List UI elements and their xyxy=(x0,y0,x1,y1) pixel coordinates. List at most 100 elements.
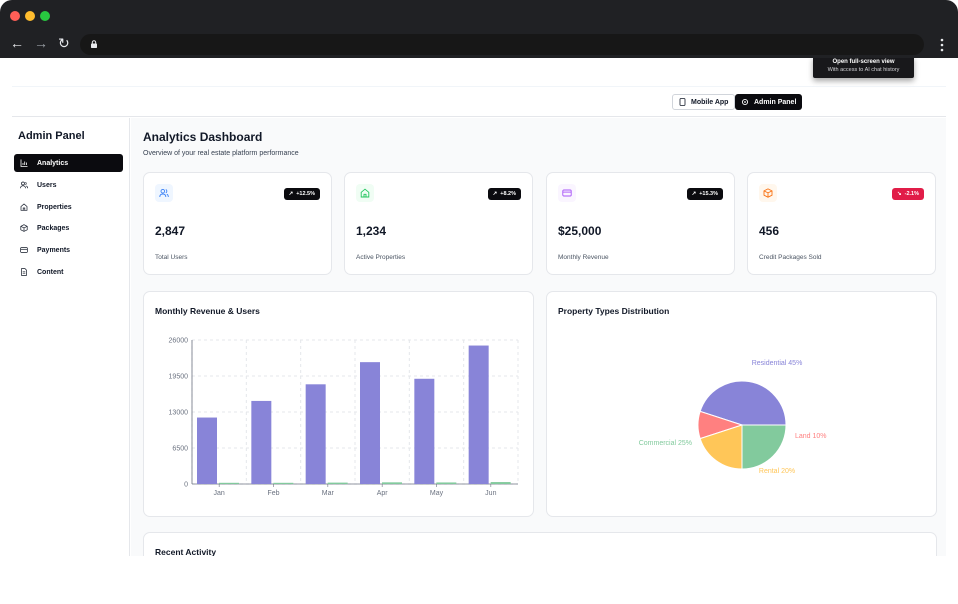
trend-up-icon: ↗ xyxy=(492,191,498,197)
admin-panel-label: Admin Panel xyxy=(754,98,797,106)
sidebar-item-analytics[interactable]: Analytics xyxy=(14,154,123,172)
stat-label: Active Properties xyxy=(356,254,406,261)
y-tick-label: 26000 xyxy=(169,338,189,345)
stat-value: 1,234 xyxy=(356,224,387,238)
sidebar-item-label: Payments xyxy=(37,246,71,254)
sidebar-item-payments[interactable]: Payments xyxy=(14,241,123,259)
property-types-pie-chart: Residential 45% Land 10% Rental 20% Commerc… xyxy=(639,360,827,475)
forward-arrow-icon[interactable]: → xyxy=(34,35,48,51)
x-tick-label: Feb xyxy=(267,490,279,497)
stat-value: $25,000 xyxy=(558,224,602,238)
change-badge: ↘ -2.1% xyxy=(892,188,924,200)
sidebar-item-users[interactable]: Users xyxy=(14,176,123,194)
stat-card-credit-packages: ↘ -2.1% 456 Credit Packages Sold xyxy=(747,172,936,275)
sidebar: Admin Panel Analytics Users Properties P… xyxy=(12,118,130,556)
stat-label: Credit Packages Sold xyxy=(759,254,822,261)
users-icon xyxy=(155,184,173,202)
page-subtitle: Overview of your real estate platform pe… xyxy=(143,150,299,157)
app-window: Mobile App Admin Panel Open full-screen … xyxy=(12,58,946,556)
change-badge: ↗ +15.3% xyxy=(686,188,723,200)
package-icon xyxy=(20,224,28,232)
change-value: -2.1% xyxy=(904,191,919,197)
bar[interactable] xyxy=(219,482,239,484)
trend-down-icon: ↘ xyxy=(897,191,902,197)
x-tick-label: Jan xyxy=(214,490,225,497)
bar[interactable] xyxy=(436,482,457,484)
browser-chrome: ← → ↻ xyxy=(0,0,958,58)
sidebar-item-content[interactable]: Content xyxy=(14,263,123,281)
maximize-window-button[interactable] xyxy=(40,11,50,21)
more-menu-icon[interactable] xyxy=(940,38,944,52)
change-badge: ↗ +12.5% xyxy=(283,188,320,200)
x-tick-label: Mar xyxy=(322,490,335,497)
change-value: +15.3% xyxy=(699,191,718,197)
reload-icon[interactable]: ↻ xyxy=(58,35,70,51)
mobile-app-button[interactable]: Mobile App xyxy=(672,94,736,110)
bar[interactable] xyxy=(414,378,435,484)
slice-label: Residential 45% xyxy=(752,360,803,367)
bar[interactable] xyxy=(273,482,294,484)
y-tick-label: 19500 xyxy=(169,374,189,381)
slice-label: Rental 20% xyxy=(759,468,795,475)
pie-slice[interactable] xyxy=(699,380,787,426)
pie-slice[interactable] xyxy=(699,424,743,470)
fullscreen-tooltip: Open full-screen view With access to AI … xyxy=(813,58,914,78)
pie-slice[interactable] xyxy=(741,424,787,470)
sidebar-item-label: Properties xyxy=(37,203,72,211)
home-icon xyxy=(20,203,28,211)
sidebar-item-label: Content xyxy=(37,268,64,276)
change-value: +12.5% xyxy=(296,191,315,197)
y-tick-label: 0 xyxy=(184,482,188,489)
revenue-chart-panel: Monthly Revenue & Users 0 6500 13000 19500 2… xyxy=(143,291,534,517)
users-icon xyxy=(20,181,28,189)
distribution-chart-panel: Property Types Distribution Residential … xyxy=(546,291,937,517)
bar[interactable] xyxy=(327,482,348,484)
change-value: +8.2% xyxy=(500,191,516,197)
trend-up-icon: ↗ xyxy=(691,191,697,197)
address-bar[interactable] xyxy=(80,34,924,55)
stat-card-monthly-revenue: ↗ +15.3% $25,000 Monthly Revenue xyxy=(546,172,735,275)
sidebar-title: Admin Panel xyxy=(18,130,85,142)
sidebar-item-properties[interactable]: Properties xyxy=(14,198,123,216)
tooltip-title: Open full-screen view xyxy=(832,59,895,65)
stat-card-active-properties: ↗ +8.2% 1,234 Active Properties xyxy=(344,172,533,275)
credit-card-icon xyxy=(558,184,576,202)
bar[interactable] xyxy=(490,482,511,484)
mobile-app-label: Mobile App xyxy=(691,98,729,106)
revenue-bar-chart: 0 6500 13000 19500 26000 Jan Feb Mar Apr May Jun xyxy=(169,338,519,497)
recent-activity-panel: Recent Activity xyxy=(143,532,937,556)
stat-value: 2,847 xyxy=(155,224,186,238)
stat-label: Total Users xyxy=(155,254,188,261)
stat-label: Monthly Revenue xyxy=(558,254,609,261)
sidebar-item-label: Analytics xyxy=(37,159,69,167)
back-arrow-icon[interactable]: ← xyxy=(10,35,24,51)
bar[interactable] xyxy=(382,482,402,484)
y-tick-label: 13000 xyxy=(169,410,189,417)
y-tick-label: 6500 xyxy=(172,446,188,453)
package-icon xyxy=(759,184,777,202)
bar[interactable] xyxy=(360,362,380,484)
home-icon xyxy=(356,184,374,202)
close-window-button[interactable] xyxy=(10,11,20,21)
top-bar: Mobile App Admin Panel xyxy=(12,86,946,117)
bar[interactable] xyxy=(251,400,272,484)
minimize-window-button[interactable] xyxy=(25,11,35,21)
admin-panel-button[interactable]: Admin Panel xyxy=(735,94,803,110)
file-text-icon xyxy=(21,268,27,276)
sidebar-item-label: Users xyxy=(37,181,57,189)
panel-title: Monthly Revenue & Users xyxy=(155,306,260,316)
stat-card-total-users: ↗ +12.5% 2,847 Total Users xyxy=(143,172,332,275)
trend-up-icon: ↗ xyxy=(288,191,294,197)
bar-chart-icon xyxy=(20,159,28,167)
bar[interactable] xyxy=(197,417,217,484)
credit-card-icon xyxy=(20,247,28,253)
change-badge: ↗ +8.2% xyxy=(487,188,521,200)
main-content: Analytics Dashboard Overview of your rea… xyxy=(131,118,946,556)
tooltip-subtitle: With access to AI chat history xyxy=(827,67,900,73)
sidebar-item-packages[interactable]: Packages xyxy=(14,219,123,237)
bar[interactable] xyxy=(468,345,489,484)
bar[interactable] xyxy=(305,384,326,484)
x-tick-label: Jun xyxy=(485,490,496,497)
slice-label: Commercial 25% xyxy=(639,440,692,447)
panel-title: Recent Activity xyxy=(155,547,217,556)
